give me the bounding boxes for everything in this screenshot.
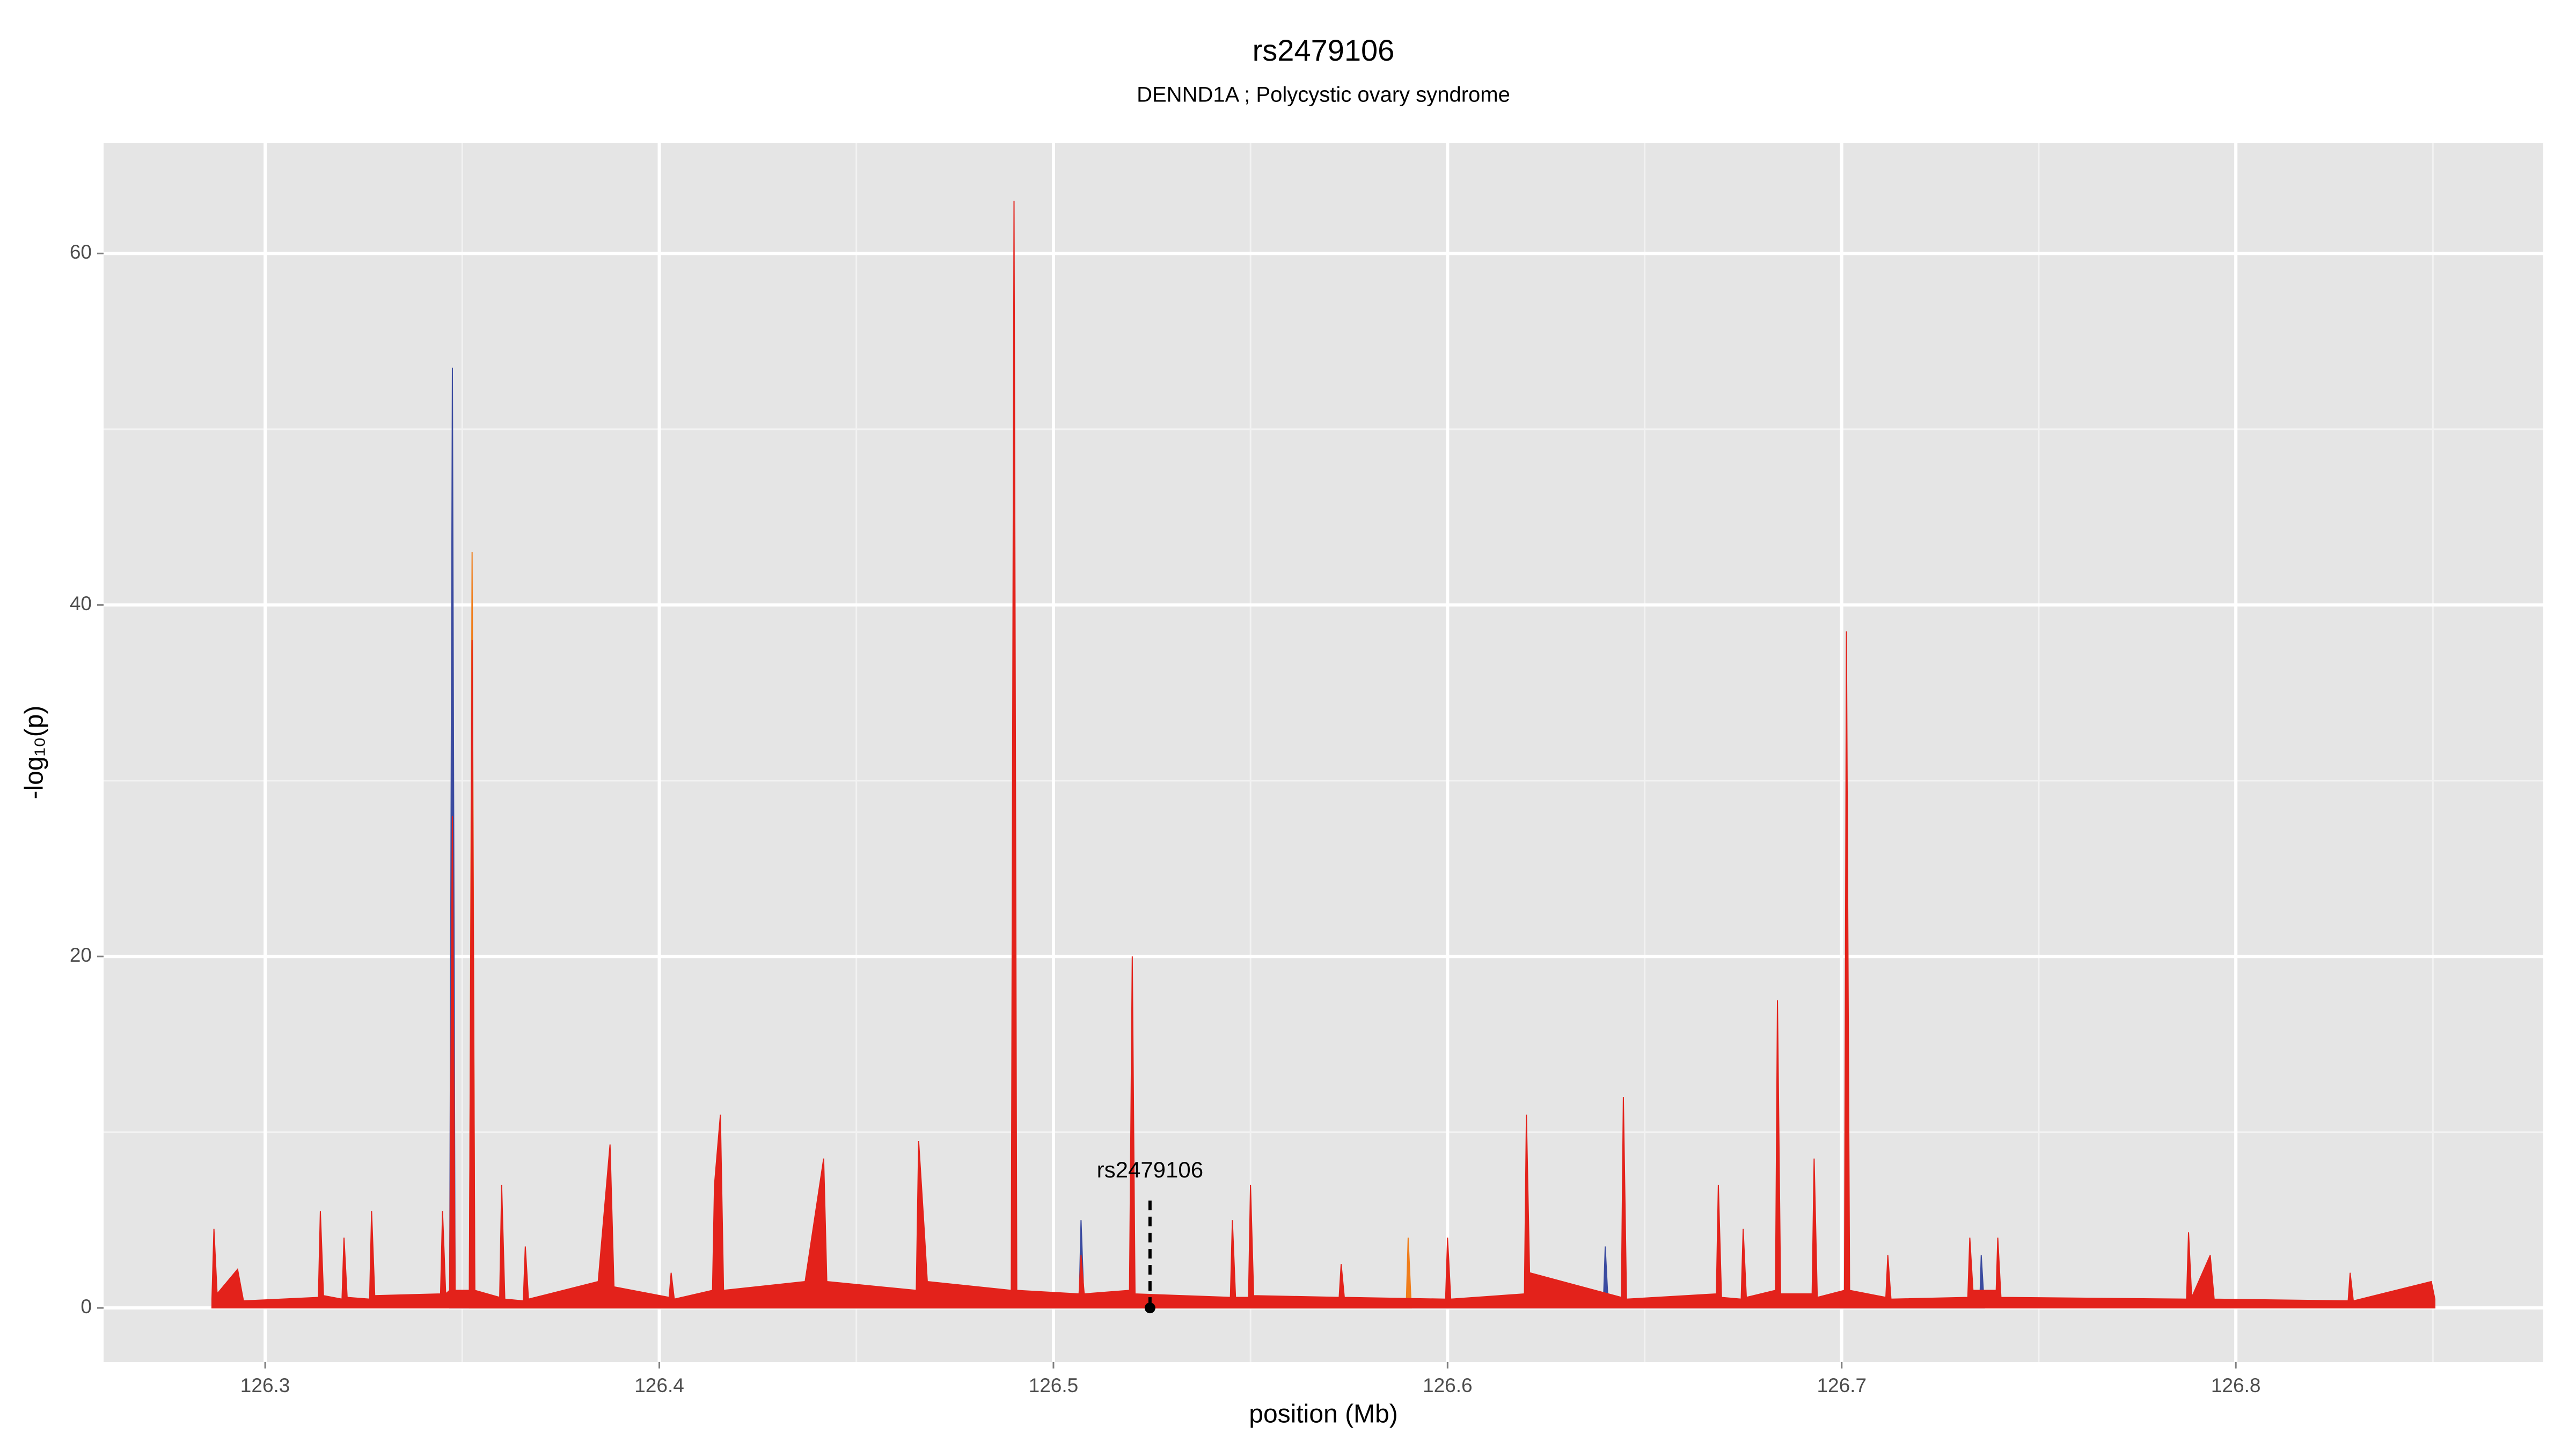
x-tick-label: 126.3 (240, 1374, 290, 1396)
y-tick-label: 20 (70, 944, 92, 966)
x-tick-label: 126.4 (634, 1374, 684, 1396)
x-tick-label: 126.6 (1423, 1374, 1473, 1396)
x-axis-title: position (Mb) (1249, 1400, 1397, 1429)
y-tick-label: 40 (70, 592, 92, 614)
x-tick-label: 126.5 (1029, 1374, 1079, 1396)
y-tick-label: 0 (80, 1296, 92, 1318)
annotation-point (1144, 1302, 1155, 1314)
y-tick-label: 60 (70, 241, 92, 263)
chart-title: rs2479106 (1253, 33, 1395, 67)
plot-panel (104, 143, 2543, 1362)
chart-subtitle: DENND1A ; Polycystic ovary syndrome (1137, 83, 1510, 107)
annotation-label: rs2479106 (1097, 1157, 1204, 1182)
x-tick-label: 126.7 (1817, 1374, 1867, 1396)
area (211, 201, 2436, 1309)
x-tick-label: 126.8 (2211, 1374, 2261, 1396)
y-axis-title: -log₁₀(p) (20, 706, 49, 800)
